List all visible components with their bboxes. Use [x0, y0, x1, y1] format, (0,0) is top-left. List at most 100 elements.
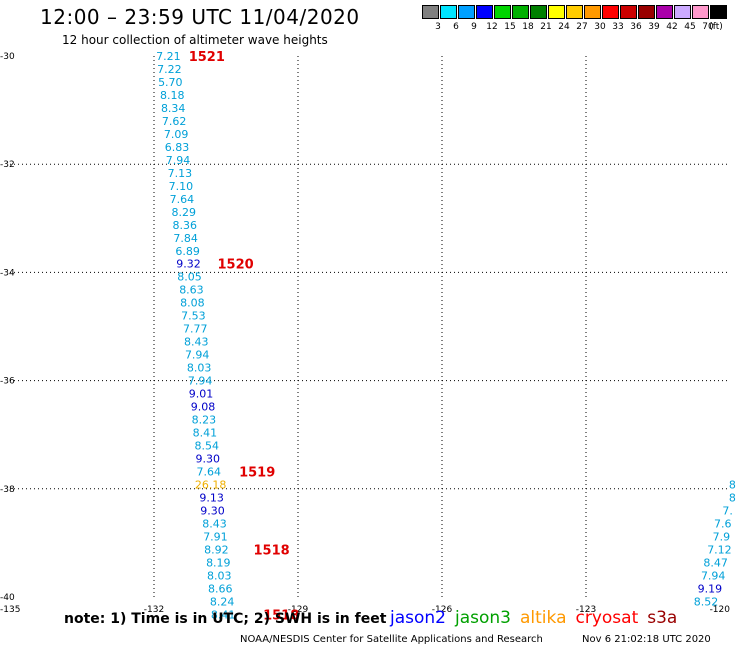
- longitude-label: -129: [288, 605, 309, 615]
- pass-time-label: 1518: [254, 543, 290, 558]
- wave-height-reading: 8.63: [179, 284, 204, 297]
- wave-height-reading: 7.6: [714, 517, 732, 530]
- satellite-legend-item: s3a: [647, 608, 678, 628]
- longitude-label: -132: [144, 605, 164, 615]
- latitude-label: -30: [0, 52, 15, 62]
- wave-height-reading: 8.36: [172, 219, 197, 232]
- legend-label: 70: [702, 22, 714, 32]
- legend-label: 36: [630, 22, 642, 32]
- longitude-label: -135: [0, 605, 20, 615]
- satellite-legend-item: altika: [520, 608, 567, 628]
- legend-swatch: [692, 5, 709, 19]
- wave-height-reading: 8.03: [187, 362, 212, 375]
- legend-swatch: [530, 5, 547, 19]
- legend-label: 9: [471, 22, 477, 32]
- wave-height-reading: 8.19: [206, 556, 231, 569]
- wave-height-reading: 8.43: [202, 517, 227, 530]
- wave-height-reading: 9.19: [698, 582, 723, 595]
- wave-height-reading: 5.70: [158, 76, 183, 89]
- wave-height-reading: 7.84: [173, 232, 198, 245]
- legend-label: 45: [684, 22, 696, 32]
- wave-height-reading: 8.34: [161, 102, 186, 115]
- satellite-legend-item: cryosat: [575, 608, 639, 628]
- wave-height-reading: 8.47: [703, 556, 728, 569]
- wave-height-reading: 8.92: [204, 543, 229, 556]
- legend-swatch: [494, 5, 511, 19]
- wave-height-reading: 26.18: [195, 478, 227, 491]
- legend-unit: (ft): [709, 22, 723, 32]
- wave-height-reading: 9.13: [199, 491, 224, 504]
- wave-height-reading: 7.94: [188, 375, 213, 388]
- legend-swatch: [656, 5, 673, 19]
- pass-time-label: 1521: [189, 50, 225, 65]
- wave-height-reading: 6.83: [165, 141, 190, 154]
- legend-label: 27: [576, 22, 588, 32]
- map-subtitle: 12 hour collection of altimeter wave hei…: [62, 33, 328, 47]
- legend-swatch: [422, 5, 439, 19]
- legend-label: 6: [453, 22, 459, 32]
- wave-height-reading: 9.08: [191, 401, 216, 414]
- legend-label: 42: [666, 22, 678, 32]
- pass-time-label: 1520: [218, 258, 254, 273]
- wave-height-reading: 7.62: [162, 115, 187, 128]
- legend-swatch: [548, 5, 565, 19]
- wave-height-reading: 7.53: [181, 310, 206, 323]
- legend-swatch: [458, 5, 475, 19]
- latitude-label: -38: [0, 485, 15, 495]
- wave-height-reading: 8.66: [208, 582, 233, 595]
- wave-height-reading: 8.08: [180, 297, 205, 310]
- legend-label: 15: [504, 22, 516, 32]
- legend-swatch: [476, 5, 493, 19]
- wave-height-reading: 7.22: [157, 63, 182, 76]
- legend-label: 18: [522, 22, 534, 32]
- wave-height-reading: 7.94: [185, 349, 210, 362]
- longitude-label: -120: [710, 605, 731, 615]
- longitude-label: -123: [576, 605, 596, 615]
- wave-height-reading: 8.18: [160, 89, 185, 102]
- generated-timestamp: Nov 6 21:02:18 UTC 2020: [582, 634, 711, 645]
- legend-swatch: [710, 5, 727, 19]
- legend-label: 3: [435, 22, 441, 32]
- legend-label: 33: [612, 22, 624, 32]
- wave-height-reading: 9.01: [189, 388, 214, 401]
- legend-swatch: [674, 5, 691, 19]
- longitude-label: -126: [432, 605, 453, 615]
- wave-height-reading: 7.9: [713, 530, 731, 543]
- legend-swatch: [620, 5, 637, 19]
- legend-swatch: [638, 5, 655, 19]
- wave-height-reading: 7.: [722, 504, 733, 517]
- legend-swatch: [602, 5, 619, 19]
- legend-swatch: [566, 5, 583, 19]
- wave-height-reading: 7.13: [168, 167, 193, 180]
- wave-height-reading: 8.05: [177, 271, 202, 284]
- wave-height-reading: 7.10: [169, 180, 194, 193]
- wave-height-reading: 7.94: [166, 154, 191, 167]
- wave-height-reading: 8.41: [193, 427, 218, 440]
- wave-height-reading: 7.64: [196, 465, 221, 478]
- wave-height-reading: 8: [729, 478, 736, 491]
- wave-height-reading: 7.12: [707, 543, 732, 556]
- wave-height-reading: 8.29: [172, 206, 197, 219]
- wave-height-reading: 8.23: [192, 414, 217, 427]
- pass-time-label: 1519: [239, 465, 275, 480]
- wave-height-reading: 7.94: [701, 569, 726, 582]
- wave-height-reading: 9.30: [196, 453, 221, 466]
- legend-label: 30: [594, 22, 606, 32]
- legend-label: 12: [486, 22, 498, 32]
- legend-swatch: [512, 5, 529, 19]
- latitude-label: -34: [0, 268, 15, 278]
- wave-height-reading: 9.32: [176, 258, 201, 271]
- latitude-label: -36: [0, 377, 15, 387]
- wave-height-reading: 8.03: [207, 569, 232, 582]
- wave-height-reading: 8.54: [195, 440, 220, 453]
- map-title: 12:00 – 23:59 UTC 11/04/2020: [40, 5, 360, 29]
- wave-height-reading: 6.89: [175, 245, 200, 258]
- legend-label: 39: [648, 22, 660, 32]
- wave-height-reading: 8.24: [210, 595, 235, 608]
- legend-swatch: [440, 5, 457, 19]
- wave-height-reading: 7.64: [170, 193, 195, 206]
- latitude-label: -40: [0, 593, 15, 603]
- wave-height-reading: 9.30: [200, 504, 225, 517]
- legend-label: 24: [558, 22, 570, 32]
